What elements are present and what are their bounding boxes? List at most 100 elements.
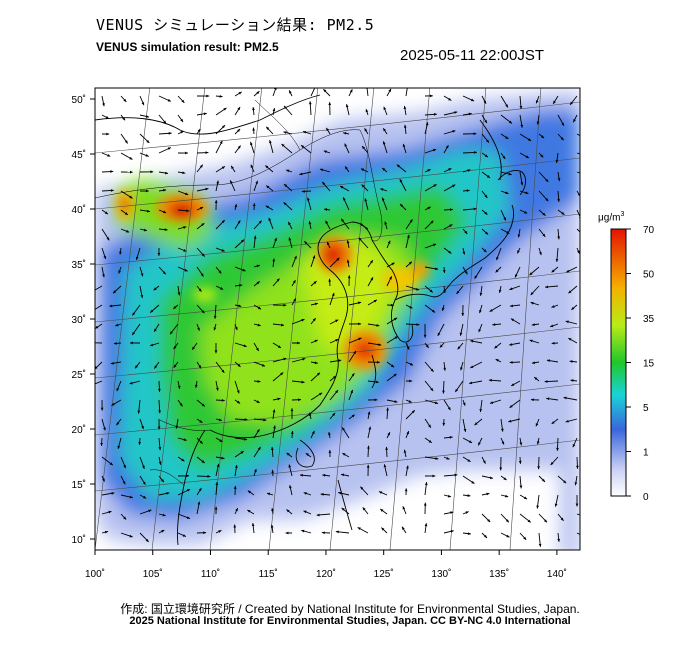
wind-arrow-head: [257, 306, 262, 310]
wind-arrow-head: [154, 328, 157, 332]
lat-tick-label: 40˚: [72, 204, 86, 216]
wind-arrow-head: [308, 221, 312, 225]
wind-arrow-head: [500, 428, 504, 432]
wind-arrow-head: [215, 482, 219, 486]
wind-arrow-head: [145, 189, 149, 193]
wind-arrow-head: [122, 117, 126, 121]
lat-tick-label: 45˚: [72, 149, 86, 161]
wind-arrow-head: [216, 180, 220, 184]
wind-arrow-head: [158, 447, 162, 451]
wind-arrow-head: [381, 197, 385, 201]
wind-arrow-head: [252, 203, 256, 207]
wind-arrow-head: [542, 212, 546, 216]
wind-arrow-head: [286, 452, 290, 456]
wind-arrow-head: [489, 476, 493, 480]
wind-arrow-head: [382, 168, 386, 171]
wind-arrow-head: [489, 401, 494, 404]
wind-arrow-head: [183, 226, 187, 229]
wind-arrow-head: [550, 461, 554, 466]
wind-arrow-head: [576, 465, 579, 469]
wind-arrow-head: [277, 397, 281, 401]
wind-arrow-head: [455, 388, 459, 393]
wind-arrow-head: [255, 347, 259, 351]
wind-arrow-head: [123, 516, 127, 520]
lon-tick-label: 140˚: [547, 568, 567, 580]
wind-arrow-head: [303, 492, 307, 495]
wind-arrow-head: [111, 402, 115, 406]
wind-arrow-head: [270, 446, 274, 450]
wind-arrow-head: [442, 422, 446, 426]
wind-arrow-head: [177, 385, 181, 389]
wind-arrow-head: [107, 153, 111, 157]
wind-arrow-head: [546, 397, 550, 401]
wind-arrow-head: [411, 410, 415, 414]
wind-arrow-head: [519, 485, 523, 489]
wind-arrow-head: [168, 131, 172, 135]
wind-arrow-head: [387, 432, 390, 436]
wind-arrow-head: [350, 389, 353, 394]
lat-axis: 10˚ 15˚ 20˚ 25˚ 30˚ 35˚ 40˚ 45˚ 50˚: [72, 94, 95, 546]
wind-arrow-head: [263, 418, 267, 422]
wind-arrow-head: [544, 380, 548, 383]
wind-arrow-head: [162, 210, 167, 214]
wind-arrow-head: [406, 82, 409, 85]
wind-arrow-head: [473, 151, 477, 154]
wind-arrow-head: [200, 273, 204, 277]
wind-arrow-head: [505, 494, 509, 498]
wind-arrow-head: [457, 346, 461, 350]
wind-arrow-head: [205, 151, 209, 155]
wind-arrow-head: [465, 511, 469, 514]
wind-arrow-head: [523, 496, 528, 500]
wind-arrow-head: [550, 324, 554, 328]
wind-arrow-head: [311, 430, 315, 435]
wind-arrow-head: [273, 425, 276, 429]
wind-arrow-head: [535, 100, 539, 104]
wind-arrow-head: [452, 184, 456, 188]
wind-arrow-head: [473, 132, 477, 136]
wind-arrow-head: [488, 378, 492, 382]
wind-arrow-head: [340, 186, 344, 189]
wind-arrow-head: [577, 250, 580, 254]
wind-arrow-head: [142, 465, 145, 469]
wind-arrow-head: [399, 179, 403, 183]
wind-arrow-head: [525, 191, 529, 195]
wind-arrow-head: [103, 255, 107, 260]
wind-arrow-head: [442, 390, 445, 394]
wind-arrow-head: [324, 208, 328, 211]
wind-arrow-head: [485, 231, 489, 235]
wind-arrow-head: [403, 124, 407, 128]
wind-arrow-head: [484, 211, 488, 215]
wind-arrow-head: [429, 94, 433, 98]
wind-arrow-head: [257, 323, 261, 327]
wind-arrow-shaft: [95, 304, 103, 310]
wind-arrow-head: [243, 437, 247, 441]
wind-arrow-head: [427, 169, 431, 172]
wind-arrow-head: [92, 289, 95, 292]
wind-arrow-head: [445, 145, 449, 149]
wind-arrow-shaft: [576, 228, 580, 233]
wind-arrow-head: [197, 501, 201, 505]
wind-arrow-head: [111, 491, 115, 495]
wind-arrow-head: [566, 269, 570, 273]
wind-arrow-head: [320, 493, 324, 496]
wind-arrow-head: [554, 503, 558, 507]
wind-arrow-shaft: [576, 133, 580, 137]
wind-arrow-head: [186, 516, 191, 519]
wind-arrow-head: [233, 485, 237, 489]
wind-arrow-head: [140, 294, 144, 299]
wind-arrow-head: [301, 145, 305, 149]
wind-arrow-head: [450, 529, 454, 533]
wind-arrow-head: [447, 494, 452, 498]
wind-arrow-head: [314, 302, 318, 306]
wind-arrow-head: [390, 303, 394, 307]
wind-arrow-head: [571, 306, 575, 310]
wind-arrow-head: [349, 89, 353, 93]
wind-arrow-head: [335, 390, 339, 394]
wind-arrow-head: [257, 446, 261, 450]
wind-arrow-head: [495, 359, 499, 362]
wind-arrow-head: [474, 275, 478, 279]
wind-arrow-head: [288, 221, 291, 226]
wind-arrow-head: [110, 361, 114, 365]
wind-arrow-head: [219, 439, 223, 442]
wind-arrow-head: [256, 400, 260, 403]
